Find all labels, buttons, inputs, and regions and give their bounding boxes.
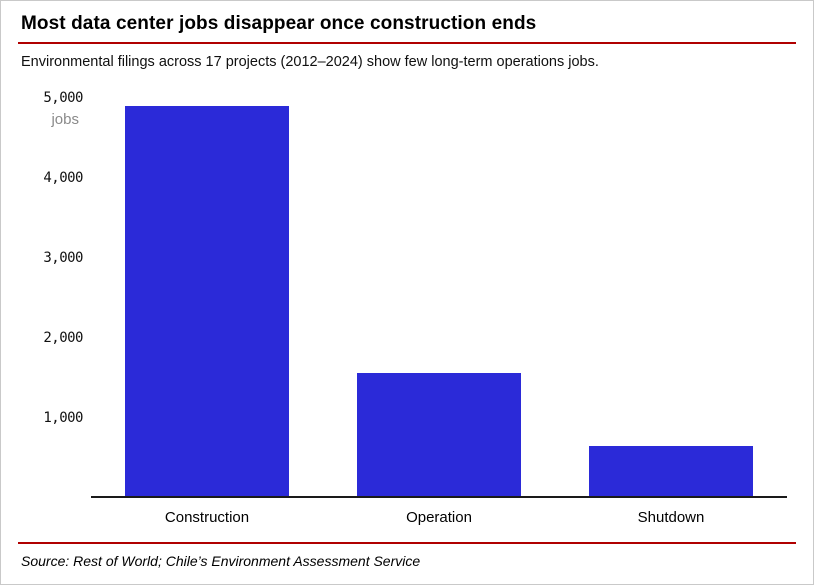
- x-tick-label: Construction: [164, 509, 250, 526]
- bar-construction: [125, 105, 289, 496]
- bar-chart: 1,000 2,000 3,000 4,000 5,000 jobs Constructi…: [17, 90, 787, 526]
- x-tick-label: Operation: [406, 509, 472, 526]
- y-tick-label: 3,000: [43, 250, 83, 266]
- source-note: Source: Rest of World; Chile’s Environme…: [21, 553, 421, 569]
- y-tick-label: 2,000: [43, 330, 83, 346]
- y-axis: 1,000 2,000 3,000 4,000 5,000 jobs: [17, 90, 83, 498]
- chart-subtitle: Environmental filings across 17 projects…: [21, 54, 599, 70]
- y-axis-unit-label: jobs: [51, 111, 79, 128]
- title-divider-rule: [18, 42, 796, 44]
- bar-shutdown: [589, 445, 753, 496]
- plot: [91, 98, 787, 498]
- plot-area: Construction Operation Shutdown: [91, 98, 787, 526]
- source-divider-rule: [18, 542, 796, 544]
- bar-operation: [357, 372, 521, 496]
- x-axis-labels: Construction Operation Shutdown: [91, 509, 787, 526]
- y-tick-label: 1,000: [43, 410, 83, 426]
- y-tick-label: 5,000: [43, 90, 83, 106]
- y-tick-label: 4,000: [43, 170, 83, 186]
- chart-title: Most data center jobs disappear once con…: [21, 13, 537, 34]
- x-tick-label: Shutdown: [637, 509, 705, 526]
